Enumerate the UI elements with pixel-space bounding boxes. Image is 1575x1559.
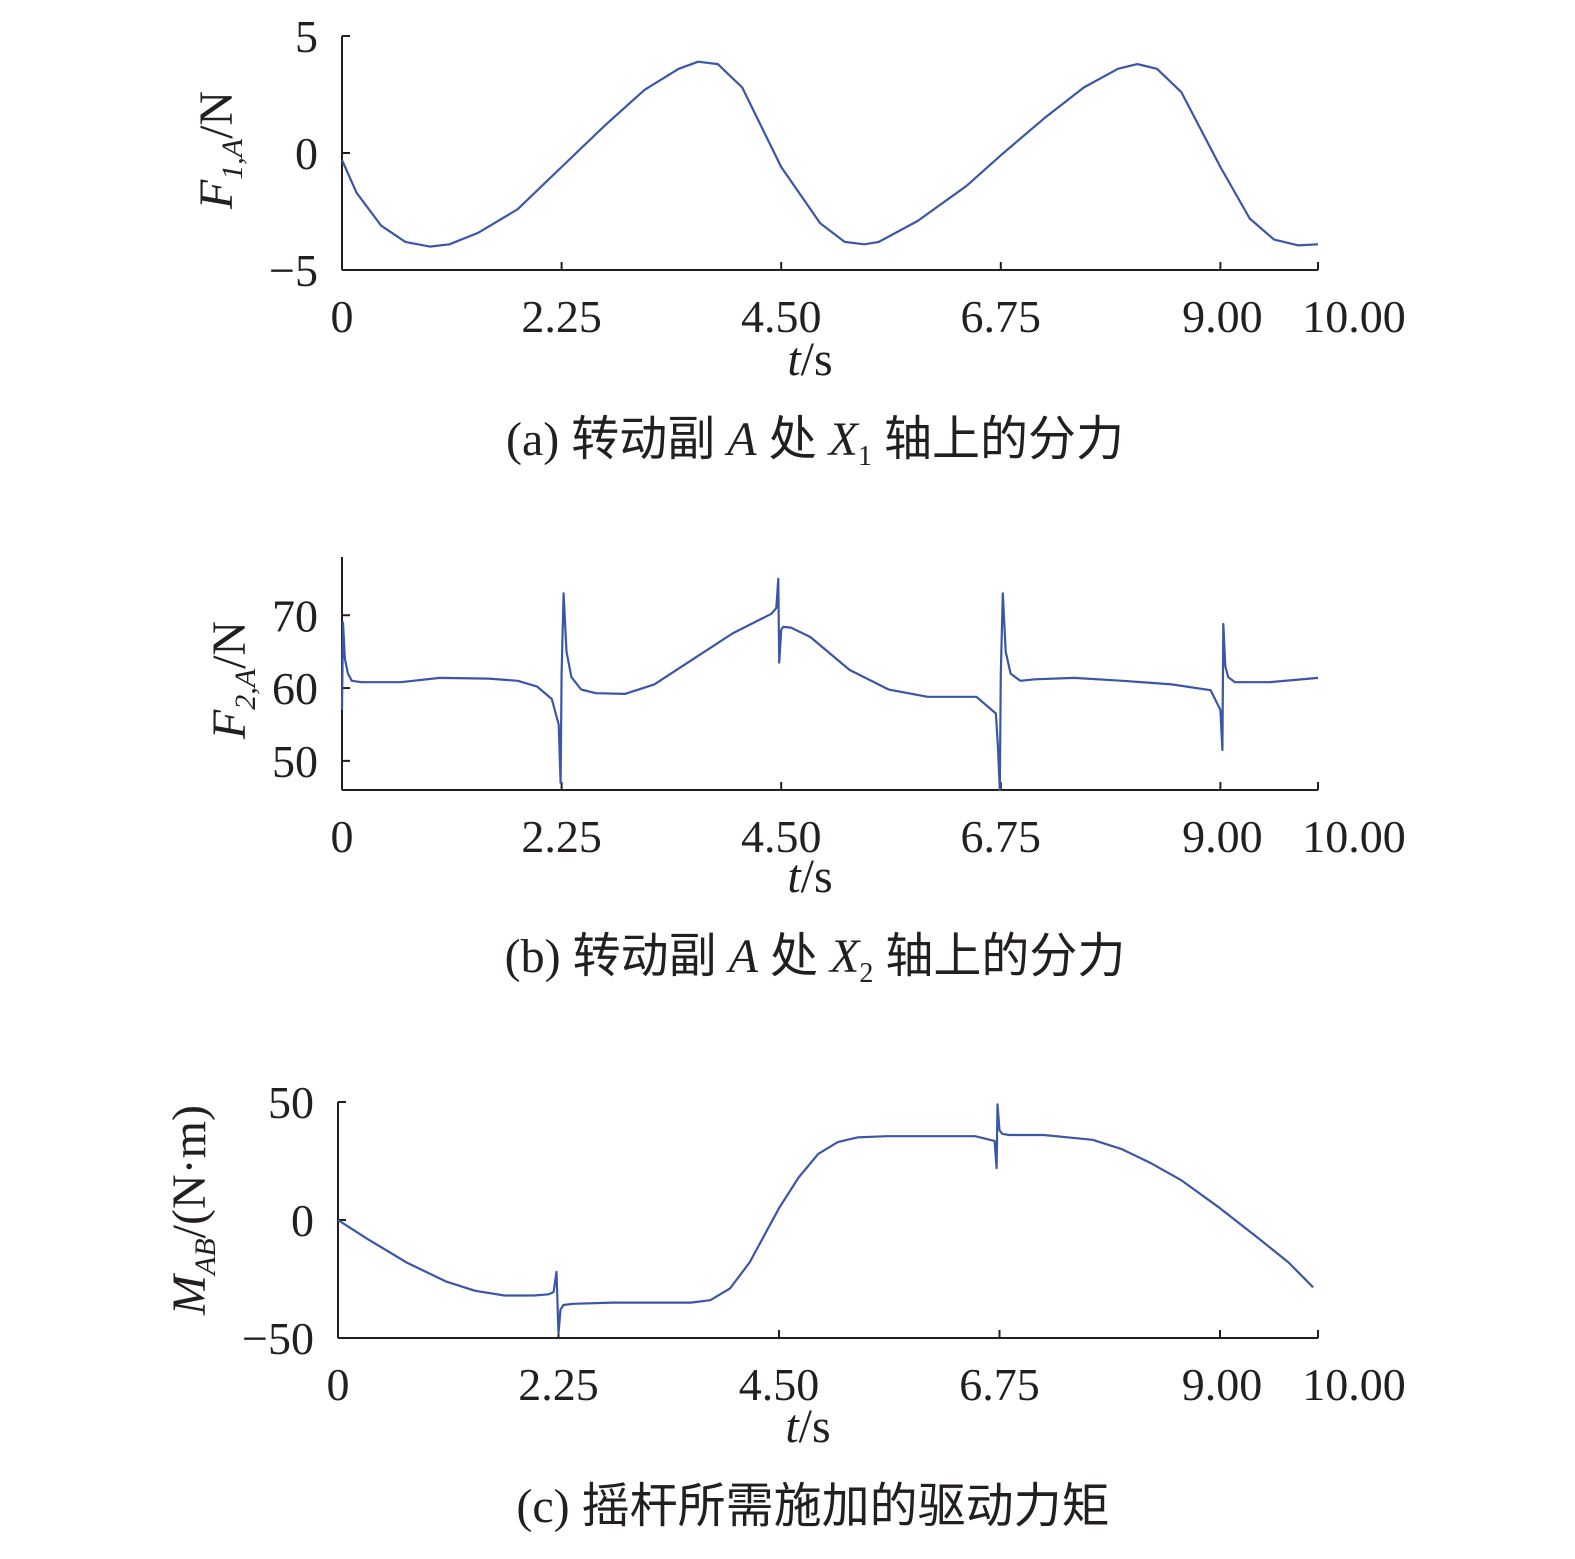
x-tick-label: 0 <box>331 291 354 342</box>
caption-axis-var: X <box>828 930 861 983</box>
x-tick-label: 10.00 <box>1302 291 1406 342</box>
x-tick-label: 6.75 <box>961 811 1042 862</box>
x-tick-label: 4.50 <box>741 811 822 862</box>
x-tick-label: 2.25 <box>518 1359 599 1410</box>
x-tick-label: 6.75 <box>961 291 1042 342</box>
caption-var: A <box>726 930 759 983</box>
caption-subscript: 1 <box>858 441 872 472</box>
x-tick-label: 4.50 <box>739 1359 820 1410</box>
x-axis-label-unit: /s <box>801 850 833 903</box>
y-tick-label: −50 <box>242 1313 314 1364</box>
y-tick-label: 50 <box>268 1077 314 1128</box>
y-axis-label-unit: /(N·m) <box>163 1105 216 1238</box>
panel-caption: (b) 转动副 A 处 X2 轴上的分力 <box>505 930 1126 989</box>
x-tick-label: 4.50 <box>741 291 822 342</box>
panel-caption: (c) 摇杆所需施加的驱动力矩 <box>516 1480 1109 1533</box>
x-tick-label: 9.00 <box>1182 1359 1263 1410</box>
y-tick-label: 5 <box>295 11 318 62</box>
y-tick-label: 60 <box>272 663 318 714</box>
caption-prefix: (c) 摇杆所需施加的驱动力矩 <box>516 1480 1109 1533</box>
y-axis-label-subscript: 1,A <box>216 138 249 180</box>
y-axis-label-symbol: M <box>163 1272 216 1316</box>
x-axis-label-unit: /s <box>799 1400 831 1453</box>
caption-suffix: 轴上的分力 <box>872 413 1124 466</box>
x-tick-label: 0 <box>331 811 354 862</box>
y-axis-label: F2,A/N <box>203 621 262 740</box>
chart-panel-0: 0 2.25 4.50 6.75 9.00 10.00 −5 0 5 F1,A/N t/s (a) 转… <box>190 11 1406 472</box>
caption-var: A <box>724 413 757 466</box>
caption-axis-var: X <box>827 413 860 466</box>
caption-prefix: (b) 转动副 <box>505 930 729 983</box>
x-axis-label-symbol: t <box>787 850 802 903</box>
x-axis-label-unit: /s <box>801 333 833 386</box>
y-tick-label: 50 <box>272 736 318 787</box>
y-axis-label: F1,A/N <box>190 91 249 210</box>
chart-panel-1: 0 2.25 4.50 6.75 9.00 10.00506070F2,A/Nt/s(b)… <box>203 557 1406 989</box>
y-axis-label-subscript: 2,A <box>229 668 262 710</box>
x-axis-label-symbol: t <box>785 1400 800 1453</box>
y-axis-label-unit: /N <box>203 621 256 669</box>
y-axis-label-subscript: AB <box>189 1238 222 1277</box>
series-line-0 <box>340 577 1319 792</box>
x-tick-label: 10.00 <box>1302 811 1406 862</box>
x-tick-label: 9.00 <box>1182 291 1263 342</box>
x-tick-label: 0 <box>327 1359 350 1410</box>
x-tick-label: 2.25 <box>521 811 602 862</box>
panel-caption: (a) 转动副 A 处 X1 轴上的分力 <box>506 413 1124 472</box>
y-tick-label: 0 <box>291 1195 314 1246</box>
y-axis-label-symbol: F <box>203 709 256 740</box>
y-axis-label-unit: /N <box>190 91 243 139</box>
y-axis-label-symbol: F <box>190 179 243 210</box>
x-axis-label: t/s <box>787 850 832 903</box>
y-tick-label: 0 <box>295 128 318 179</box>
x-axis-label-symbol: t <box>787 333 802 386</box>
caption-subscript: 2 <box>859 958 873 989</box>
caption-suffix: 轴上的分力 <box>873 930 1125 983</box>
x-axis-label: t/s <box>787 333 832 386</box>
series-line-0 <box>340 60 1319 248</box>
series-line-0 <box>337 1103 1314 1335</box>
chart-panel-2: 0 2.25 4.50 6.75 9.00 10.00 −50 0 50 MAB/(N·m) t/s… <box>163 1077 1406 1533</box>
caption-prefix: (a) 转动副 <box>506 413 727 466</box>
x-tick-label: 9.00 <box>1182 811 1263 862</box>
caption-mid: 处 <box>758 930 830 983</box>
x-tick-label: 6.75 <box>959 1359 1040 1410</box>
x-axis-label: t/s <box>785 1400 830 1453</box>
y-axis-label: MAB/(N·m) <box>163 1105 222 1316</box>
caption-mid: 处 <box>757 413 829 466</box>
x-tick-label: 10.00 <box>1302 1359 1406 1410</box>
y-tick-label: 70 <box>272 590 318 641</box>
x-tick-label: 2.25 <box>521 291 602 342</box>
y-tick-label: −5 <box>269 245 318 296</box>
